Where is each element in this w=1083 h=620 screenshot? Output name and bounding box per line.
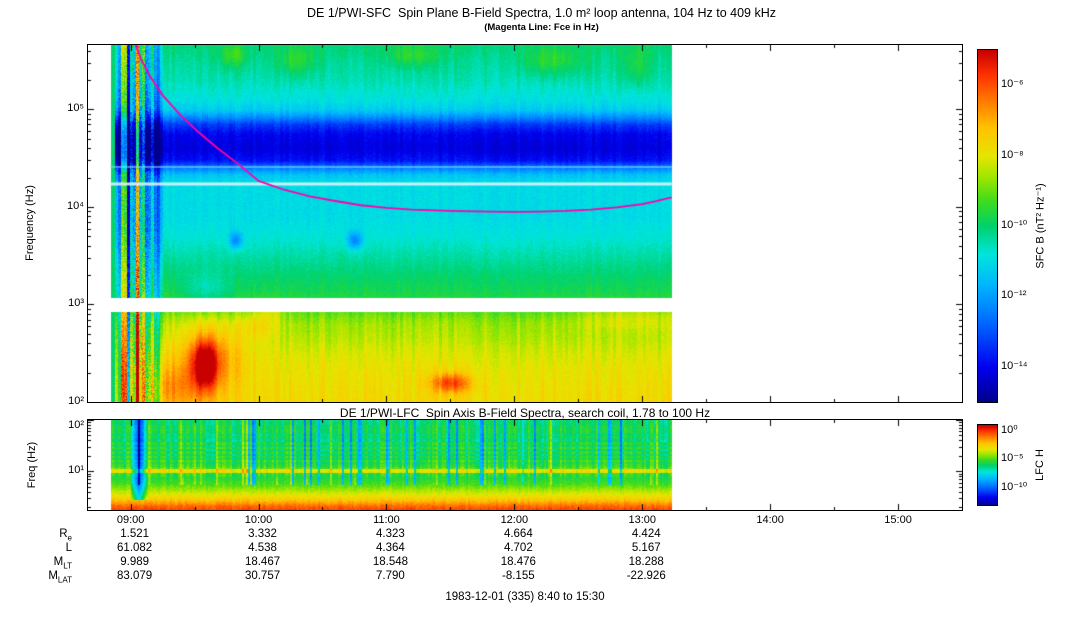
sfc-title: DE 1/PWI-SFC Spin Plane B-Field Spectra,… bbox=[307, 6, 776, 20]
ephemeris-row-label-main: M bbox=[53, 556, 64, 568]
lfc-colorbar-label: LFC H bbox=[1034, 449, 1046, 481]
ephemeris-value: 61.082 bbox=[117, 542, 153, 554]
ephemeris-value: 3.332 bbox=[248, 528, 277, 540]
time-tick-label: 14:00 bbox=[756, 514, 784, 526]
time-tick-label: 13:00 bbox=[628, 514, 656, 526]
ephemeris-row-label-sub: e bbox=[67, 533, 72, 543]
ephemeris-value: 30.757 bbox=[244, 570, 281, 582]
ephemeris-value: 83.079 bbox=[117, 570, 153, 582]
lfc-spectrogram-canvas bbox=[88, 420, 962, 510]
time-tick-label: 10:00 bbox=[244, 514, 273, 526]
ephemeris-row-label: MLT bbox=[16, 556, 72, 572]
time-tick-label: 11:00 bbox=[373, 514, 400, 526]
ephemeris-row-label-main: R bbox=[59, 528, 68, 540]
sfc-y-axis-label: Frequency (Hz) bbox=[24, 185, 36, 261]
sfc_panel-cbar-tick-label: 10⁻⁶ bbox=[1001, 78, 1024, 91]
time-tick-label: 09:00 bbox=[116, 514, 145, 526]
lfc-y-axis-label: Freq (Hz) bbox=[26, 441, 38, 489]
sfc-colorbar-label: SFC B (nT² Hz⁻¹) bbox=[1034, 183, 1047, 269]
time-tick-label: 15:00 bbox=[884, 514, 912, 526]
ephemeris-value: 18.288 bbox=[628, 556, 664, 568]
sfc-ytick-label: 10⁴ bbox=[67, 199, 84, 212]
ephemeris-row-label: MLAT bbox=[16, 570, 72, 586]
sfc_panel-cbar-tick-label: 10⁻¹² bbox=[1001, 289, 1027, 302]
sfc_panel-cbar-tick-label: 10⁻¹⁰ bbox=[1001, 219, 1028, 231]
ephemeris-value: 5.167 bbox=[631, 542, 661, 554]
sfc-colorbar bbox=[977, 49, 998, 403]
lfc-ytick-label: 10² bbox=[68, 419, 84, 431]
lfc-ytick-label: 10¹ bbox=[68, 464, 84, 477]
sfc_panel-cbar-tick-label: 10⁻¹⁴ bbox=[1001, 359, 1028, 372]
ephemeris-value: -8.155 bbox=[502, 570, 535, 582]
ephemeris-row-label: Re bbox=[16, 528, 72, 544]
sfc-plot-area bbox=[87, 44, 963, 403]
sfc-colorbar-canvas bbox=[978, 50, 997, 402]
lfc_panel-cbar-tick-label: 10⁰ bbox=[1001, 423, 1018, 436]
ephemeris-value: 1.521 bbox=[120, 528, 150, 540]
lfc-title: DE 1/PWI-LFC Spin Axis B-Field Spectra, … bbox=[339, 406, 711, 420]
time-tick-label: 12:00 bbox=[500, 514, 529, 526]
ephemeris-row-label-main: L bbox=[65, 542, 72, 554]
ephemeris-value: 4.364 bbox=[376, 542, 405, 554]
ephemeris-value: 18.476 bbox=[500, 556, 536, 568]
sfc-ytick-label: 10³ bbox=[68, 297, 84, 310]
lfc-colorbar-canvas bbox=[978, 425, 997, 505]
sfc-spectrogram-canvas bbox=[88, 45, 962, 402]
ephemeris-value: 4.424 bbox=[631, 528, 661, 540]
lfc_panel-cbar-tick-label: 10⁻¹⁰ bbox=[1001, 480, 1028, 493]
ephemeris-value: 7.790 bbox=[376, 570, 405, 582]
ephemeris-value: 4.538 bbox=[248, 542, 277, 554]
sfc_panel-cbar-tick-label: 10⁻⁸ bbox=[1001, 148, 1024, 161]
ephemeris-value: 18.548 bbox=[372, 556, 409, 568]
lfc_panel-cbar-tick-label: 10⁻⁵ bbox=[1001, 452, 1024, 465]
sfc-ytick-label: 10² bbox=[68, 395, 84, 407]
sfc-subtitle: (Magenta Line: Fce in Hz) bbox=[484, 22, 599, 33]
date-range-caption: 1983-12-01 (335) 8:40 to 15:30 bbox=[445, 591, 605, 603]
ephemeris-row-label-sub: LT bbox=[63, 561, 72, 571]
sfc-ytick-label: 10⁵ bbox=[67, 102, 84, 115]
ephemeris-value: 4.664 bbox=[503, 528, 533, 540]
lfc-plot-area bbox=[87, 419, 963, 511]
lfc-colorbar bbox=[977, 424, 998, 506]
ephemeris-value: -22.926 bbox=[626, 570, 666, 582]
ephemeris-value: 18.467 bbox=[244, 556, 281, 568]
ephemeris-value: 4.323 bbox=[376, 528, 405, 540]
ephemeris-row-label-sub: LAT bbox=[57, 575, 72, 585]
ephemeris-row-label-main: M bbox=[48, 570, 58, 582]
ephemeris-value: 4.702 bbox=[503, 542, 533, 554]
ephemeris-row-label: L bbox=[16, 542, 72, 558]
ephemeris-value: 9.989 bbox=[120, 556, 150, 568]
